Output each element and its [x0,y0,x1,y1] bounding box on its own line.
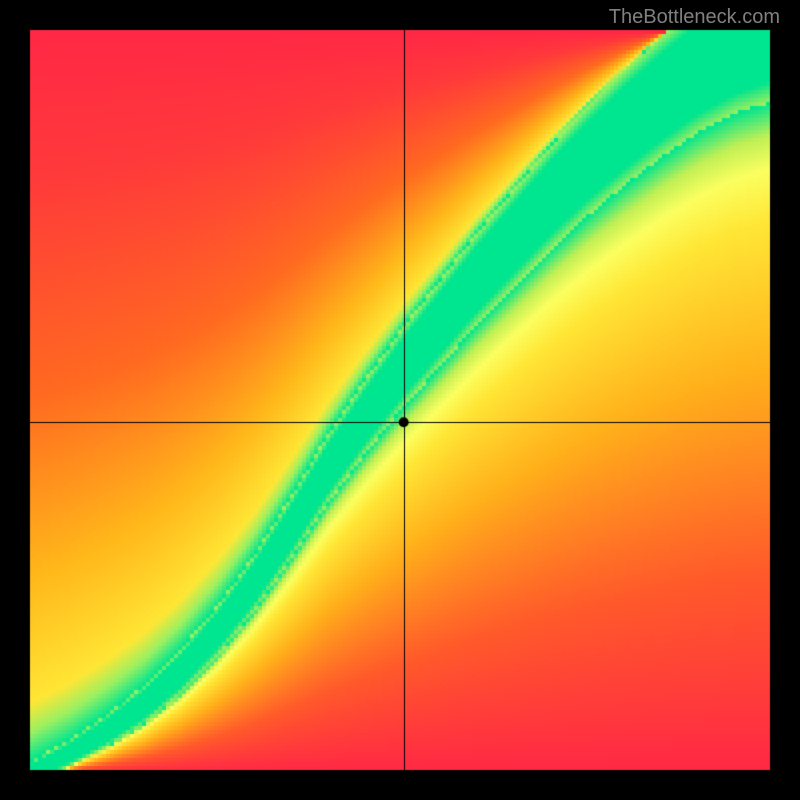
chart-container: TheBottleneck.com [0,0,800,800]
watermark-text: TheBottleneck.com [609,6,780,29]
bottleneck-heatmap [0,0,800,800]
